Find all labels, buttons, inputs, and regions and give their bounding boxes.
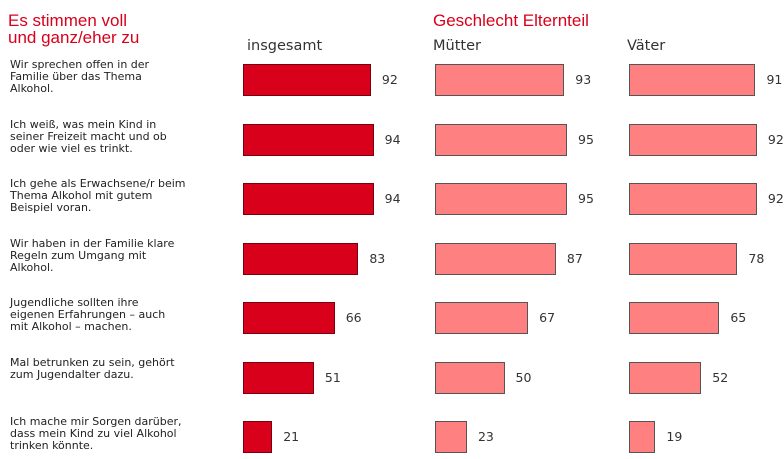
bar xyxy=(629,302,720,334)
value-label: 21 xyxy=(283,429,300,444)
bar xyxy=(243,302,335,334)
value-label: 51 xyxy=(324,369,341,385)
value-label: 50 xyxy=(515,369,532,385)
bar xyxy=(435,302,529,334)
value-label: 91 xyxy=(766,72,783,87)
bar xyxy=(629,183,757,215)
bar xyxy=(435,64,565,96)
category-label: Wir sprechen offen in der Familie über d… xyxy=(10,58,150,95)
chart-title: Es stimmen voll und ganz/eher zu xyxy=(8,11,140,47)
series-label: Väter xyxy=(627,38,666,54)
category-label: Wir haben in der Familie klare Regeln zu… xyxy=(10,236,175,274)
value-label: 94 xyxy=(384,191,401,206)
bar xyxy=(629,361,702,394)
bar xyxy=(629,64,756,96)
category-label: Ich gehe als Erwachsene/r beim Thema Alk… xyxy=(10,177,186,214)
value-label: 92 xyxy=(381,72,398,87)
value-label: 66 xyxy=(345,310,362,325)
bar xyxy=(629,242,738,275)
bar xyxy=(243,421,273,453)
bar xyxy=(435,242,556,275)
bar xyxy=(435,183,568,215)
value-label: 19 xyxy=(666,429,683,444)
bar xyxy=(435,361,505,394)
value-label: 92 xyxy=(767,131,784,147)
value-label: 87 xyxy=(566,250,583,266)
value-label: 95 xyxy=(578,191,594,206)
bar xyxy=(243,242,359,275)
bar xyxy=(243,123,374,156)
bar xyxy=(243,64,371,96)
bar xyxy=(629,123,757,156)
bar xyxy=(435,123,568,156)
bar xyxy=(629,421,656,453)
value-label: 94 xyxy=(384,131,401,147)
bar xyxy=(243,183,374,215)
value-label: 65 xyxy=(730,310,747,325)
value-label: 23 xyxy=(477,429,494,444)
group-title: Geschlecht Elternteil xyxy=(433,11,589,30)
category-label: Ich mache mir Sorgen darüber, dass mein … xyxy=(10,415,182,452)
value-label: 67 xyxy=(539,310,556,325)
value-label: 52 xyxy=(712,369,729,385)
category-label: Ich weiß, was mein Kind in seiner Freize… xyxy=(10,117,167,155)
value-label: 83 xyxy=(369,250,386,266)
value-label: 92 xyxy=(767,191,784,206)
value-label: 78 xyxy=(748,250,765,266)
value-label: 95 xyxy=(578,131,594,147)
series-label: insgesamt xyxy=(247,38,323,54)
bar xyxy=(243,361,314,394)
category-label: Jugendliche sollten ihre eigenen Erfahru… xyxy=(10,296,166,333)
series-label: Mütter xyxy=(433,38,481,54)
category-label: Mal betrunken zu sein, gehört zum Jugend… xyxy=(10,355,175,381)
bar xyxy=(435,421,467,453)
value-label: 93 xyxy=(575,72,592,87)
